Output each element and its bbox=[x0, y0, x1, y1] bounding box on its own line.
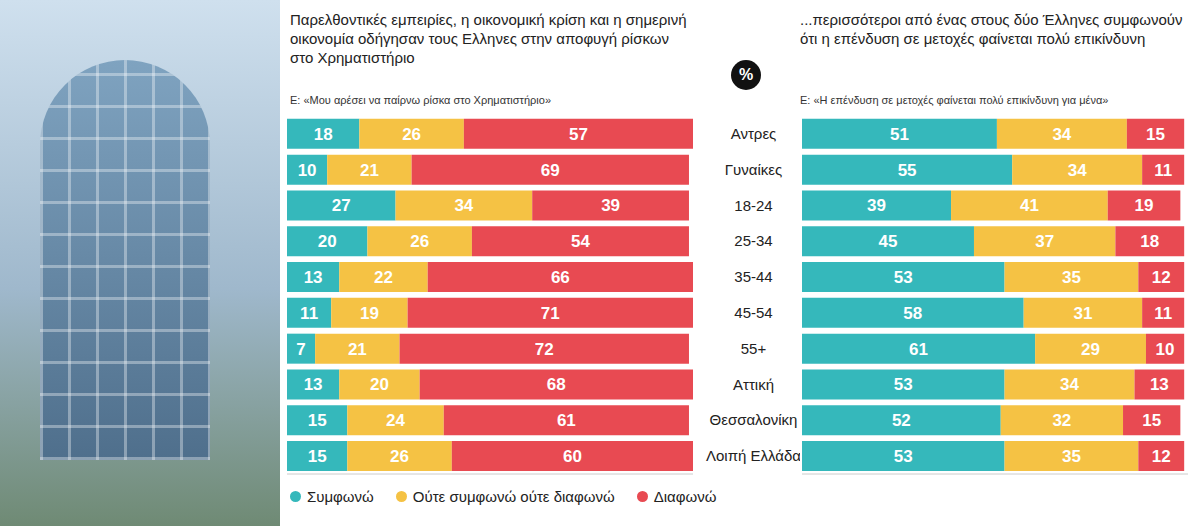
svg-text:71: 71 bbox=[541, 304, 560, 323]
svg-text:Αττική: Αττική bbox=[733, 376, 774, 393]
html-text:Ούτε συμφωνώ ούτε διαφωνώ: Ούτε συμφωνώ ούτε διαφωνώ bbox=[412, 488, 615, 505]
html-text:Ε: «Μου αρέσει να παίρνω ρίσκα: Ε: «Μου αρέσει να παίρνω ρίσκα στο Χρημα… bbox=[290, 94, 551, 106]
svg-text:18: 18 bbox=[1140, 232, 1159, 251]
svg-text:66: 66 bbox=[551, 268, 570, 287]
svg-text:72: 72 bbox=[535, 340, 554, 359]
svg-text:68: 68 bbox=[547, 375, 566, 394]
svg-text:34: 34 bbox=[454, 196, 473, 215]
svg-text:25-34: 25-34 bbox=[734, 232, 772, 249]
svg-text:15: 15 bbox=[308, 447, 327, 466]
svg-text:53: 53 bbox=[894, 375, 913, 394]
svg-text:Λοιπή Ελλάδα: Λοιπή Ελλάδα bbox=[706, 447, 800, 464]
svg-text:57: 57 bbox=[569, 125, 588, 144]
svg-text:10: 10 bbox=[1156, 340, 1175, 359]
svg-text:13: 13 bbox=[1150, 375, 1169, 394]
svg-text:21: 21 bbox=[360, 161, 379, 180]
svg-text:21: 21 bbox=[348, 340, 367, 359]
svg-text:15: 15 bbox=[308, 411, 327, 430]
svg-text:20: 20 bbox=[370, 375, 389, 394]
svg-text:39: 39 bbox=[601, 196, 620, 215]
svg-text:20: 20 bbox=[318, 232, 337, 251]
svg-text:29: 29 bbox=[1081, 340, 1100, 359]
svg-text:15: 15 bbox=[1146, 125, 1165, 144]
svg-text:12: 12 bbox=[1152, 268, 1171, 287]
svg-text:41: 41 bbox=[1020, 196, 1039, 215]
svg-text:45-54: 45-54 bbox=[734, 304, 772, 321]
svg-text:53: 53 bbox=[894, 268, 913, 287]
svg-text:12: 12 bbox=[1152, 447, 1171, 466]
svg-text:34: 34 bbox=[1060, 375, 1079, 394]
svg-text:11: 11 bbox=[1154, 304, 1172, 323]
svg-text:11: 11 bbox=[300, 304, 318, 323]
svg-text:52: 52 bbox=[892, 411, 911, 430]
svg-text:15: 15 bbox=[1142, 411, 1161, 430]
svg-text:34: 34 bbox=[1068, 161, 1087, 180]
html-text:Συμφωνώ: Συμφωνώ bbox=[307, 488, 374, 505]
svg-text:35: 35 bbox=[1062, 268, 1081, 287]
svg-text:61: 61 bbox=[909, 340, 928, 359]
svg-text:69: 69 bbox=[541, 161, 560, 180]
html-text:Διαφωνώ: Διαφωνώ bbox=[653, 488, 717, 505]
svg-text:32: 32 bbox=[1052, 411, 1071, 430]
html-text:Ε: «Η επένδυση σε μετοχές φαίν: Ε: «Η επένδυση σε μετοχές φαίνεται πολύ … bbox=[800, 94, 1109, 106]
svg-text:19: 19 bbox=[1135, 196, 1154, 215]
svg-text:18: 18 bbox=[314, 125, 333, 144]
svg-text:13: 13 bbox=[304, 375, 323, 394]
svg-text:51: 51 bbox=[890, 125, 909, 144]
svg-text:Γυναίκες: Γυναίκες bbox=[725, 161, 782, 178]
svg-text:7: 7 bbox=[296, 340, 305, 359]
svg-text:55: 55 bbox=[898, 161, 917, 180]
svg-text:27: 27 bbox=[332, 196, 351, 215]
svg-text:22: 22 bbox=[374, 268, 393, 287]
svg-text:53: 53 bbox=[894, 447, 913, 466]
svg-text:18-24: 18-24 bbox=[734, 197, 772, 214]
html-text:Παρελθοντικές εμπειρίες, η οικ: Παρελθοντικές εμπειρίες, η οικονομική κρ… bbox=[290, 11, 687, 66]
svg-text:Θεσσαλονίκη: Θεσσαλονίκη bbox=[710, 411, 798, 428]
svg-text:24: 24 bbox=[386, 411, 405, 430]
html-text:...περισσότεροι από ένας στους: ...περισσότεροι από ένας στους δύο Έλλην… bbox=[800, 11, 1183, 47]
svg-text:37: 37 bbox=[1035, 232, 1054, 251]
svg-text:45: 45 bbox=[879, 232, 898, 251]
svg-text:58: 58 bbox=[903, 304, 922, 323]
svg-text:55+: 55+ bbox=[741, 340, 767, 357]
svg-text:60: 60 bbox=[563, 447, 582, 466]
svg-text:31: 31 bbox=[1073, 304, 1092, 323]
svg-text:26: 26 bbox=[410, 232, 429, 251]
svg-text:11: 11 bbox=[1154, 161, 1172, 180]
svg-text:26: 26 bbox=[402, 125, 421, 144]
svg-text:35-44: 35-44 bbox=[734, 268, 772, 285]
svg-text:54: 54 bbox=[571, 232, 590, 251]
svg-text:13: 13 bbox=[304, 268, 323, 287]
svg-text:39: 39 bbox=[867, 196, 886, 215]
svg-text:Αντρες: Αντρες bbox=[731, 125, 777, 142]
svg-text:19: 19 bbox=[360, 304, 379, 323]
svg-text:35: 35 bbox=[1062, 447, 1081, 466]
svg-text:26: 26 bbox=[390, 447, 409, 466]
svg-text:10: 10 bbox=[298, 161, 317, 180]
svg-text:34: 34 bbox=[1052, 125, 1071, 144]
svg-text:61: 61 bbox=[557, 411, 576, 430]
